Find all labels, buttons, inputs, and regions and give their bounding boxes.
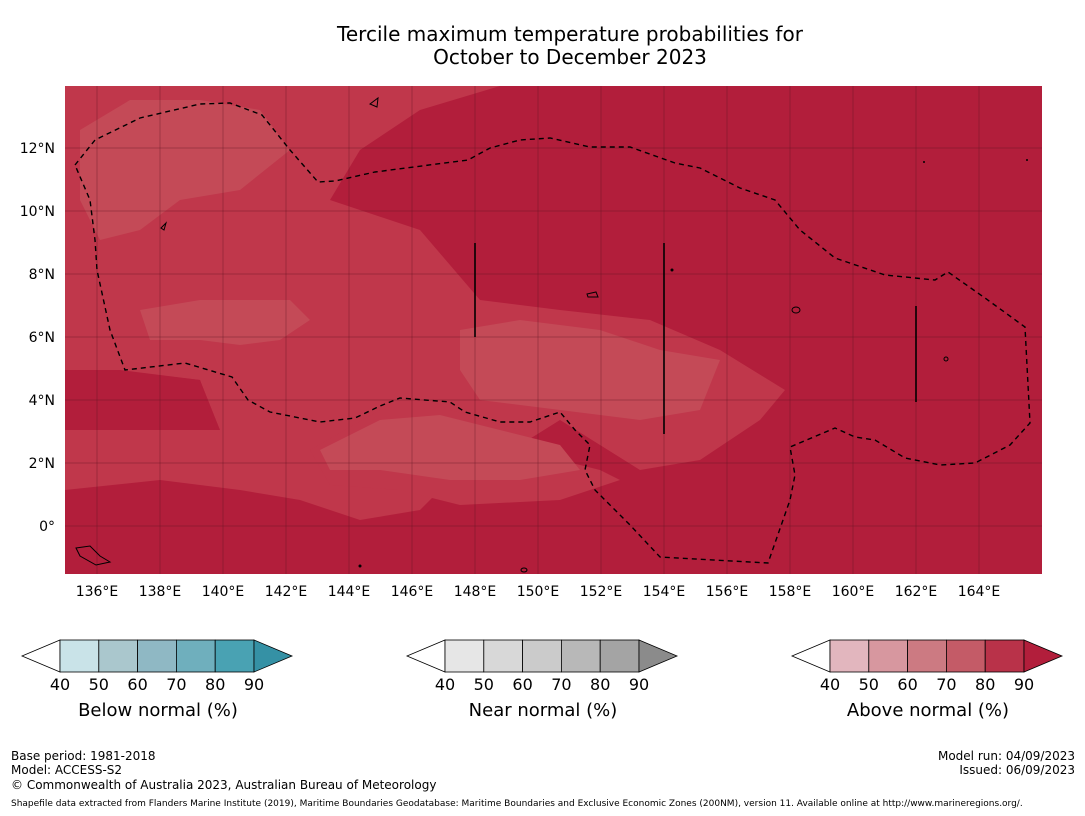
island-guam: [369, 96, 379, 108]
colorbar-segment: [98, 639, 139, 673]
model-run-text: Model run: 04/09/2023: [937, 749, 1075, 763]
colorbar-high-extension: [638, 639, 679, 673]
colorbar-segment: [829, 639, 870, 673]
probability-region-60c: [460, 320, 720, 420]
island-small-3: [1026, 159, 1028, 161]
lon-tick-label: 146°E: [391, 584, 434, 600]
colorbar-tick-label: 60: [897, 675, 917, 694]
colorbar-tick-label: 90: [629, 675, 649, 694]
lon-tick-label: 158°E: [769, 584, 812, 600]
lat-tick-label: 6°N: [29, 330, 55, 346]
island-kosrae: [791, 306, 801, 314]
lon-tick-label: 156°E: [706, 584, 749, 600]
lat-tick-label: 4°N: [29, 393, 55, 409]
lon-tick-label: 152°E: [580, 584, 623, 600]
colorbar-tick-label: 80: [590, 675, 610, 694]
probability-region-90: [65, 370, 215, 430]
colorbar-low-extension: [790, 639, 831, 673]
island-small-1: [943, 356, 949, 362]
lat-tick-labels: 12°N 10°N 8°N 6°N 4°N 2°N 0°: [20, 141, 55, 535]
colorbar-tick-label: 90: [1014, 675, 1034, 694]
model-text: Model: ACCESS-S2: [11, 763, 123, 777]
colorbar-segment: [561, 639, 601, 673]
colorbar: 40 50 60 70 80 90: [790, 639, 1064, 694]
lon-tick-labels: 136°E 138°E 140°E 142°E 144°E 146°E 148°…: [76, 584, 1001, 600]
lon-tick-label: 154°E: [643, 584, 686, 600]
colorbar-tick-label: 70: [551, 675, 571, 694]
lon-tick-label: 140°E: [202, 584, 245, 600]
lat-tick-label: 0°: [39, 519, 55, 535]
above-normal-label: Above normal (%): [846, 700, 1010, 721]
colorbar-tick-label: 40: [820, 675, 840, 694]
colorbar-tick-label: 90: [244, 675, 264, 694]
colorbar-segment: [214, 639, 255, 673]
lon-tick-label: 142°E: [265, 584, 308, 600]
colorbar-tick-label: 70: [166, 675, 186, 694]
issued-text: Issued: 06/09/2023: [959, 763, 1075, 777]
lon-tick-label: 150°E: [517, 584, 560, 600]
colorbar-tick-label: 40: [50, 675, 70, 694]
colorbar-tick-label: 80: [975, 675, 995, 694]
lon-tick-label: 162°E: [895, 584, 938, 600]
colorbar-segment: [483, 639, 523, 673]
colorbar-low-extension: [20, 639, 61, 673]
probability-region-60: [80, 100, 290, 240]
map-area: [65, 86, 1042, 574]
island-small-5: [670, 268, 674, 272]
lat-tick-label: 8°N: [29, 267, 55, 283]
colorbar-tick-label: 50: [89, 675, 109, 694]
copyright-text: © Commonwealth of Australia 2023, Austra…: [11, 778, 437, 792]
colorbar-segment: [907, 639, 947, 673]
chart-title: Tercile maximum temperature probabilitie…: [0, 23, 1085, 69]
island-palau: [75, 545, 112, 566]
lat-tick-label: 12°N: [20, 141, 55, 157]
colorbar: 40 50 60 70 80 90: [405, 639, 679, 694]
colorbar-segment: [444, 639, 485, 673]
lon-tick-label: 148°E: [454, 584, 497, 600]
colorbar: 40 50 60 70 80 90: [20, 639, 294, 694]
island-small-6: [358, 564, 362, 568]
colorbar-segment: [599, 639, 640, 673]
lon-tick-label: 136°E: [76, 584, 119, 600]
colorbar-segment: [984, 639, 1025, 673]
colorbar-segment: [946, 639, 986, 673]
island-small-4: [923, 161, 925, 163]
island-small-2: [520, 567, 528, 573]
lon-tick-label: 138°E: [139, 584, 182, 600]
below-normal-label: Below normal (%): [78, 700, 238, 721]
colorbar-segment: [175, 639, 216, 673]
probability-region-60b: [140, 300, 310, 345]
colorbar-segment: [137, 639, 177, 673]
colorbar-low-extension: [405, 639, 446, 673]
near-normal-label: Near normal (%): [468, 700, 618, 721]
colorbar-tick-label: 50: [474, 675, 494, 694]
colorbar-segment: [59, 639, 100, 673]
colorbar-tick-label: 50: [859, 675, 879, 694]
colorbar-segment: [868, 639, 908, 673]
island-pohnpei: [586, 291, 599, 298]
eez-boundary: [74, 102, 1031, 564]
lon-tick-label: 160°E: [832, 584, 875, 600]
base-period-text: Base period: 1981-2018: [11, 749, 156, 763]
colorbar-tick-label: 40: [435, 675, 455, 694]
island-yap: [160, 221, 168, 231]
shapefile-credit: Shapefile data extracted from Flanders M…: [11, 799, 1023, 809]
lat-tick-label: 2°N: [29, 456, 55, 472]
lon-tick-label: 164°E: [958, 584, 1001, 600]
title-line-1: Tercile maximum temperature probabilitie…: [337, 22, 803, 46]
colorbar-tick-label: 80: [205, 675, 225, 694]
lon-tick-label: 144°E: [328, 584, 371, 600]
colorbar-high-extension: [253, 639, 294, 673]
colorbar-tick-label: 70: [936, 675, 956, 694]
colorbar-tick-label: 60: [127, 675, 147, 694]
lat-tick-label: 10°N: [20, 204, 55, 220]
probability-region-60d: [320, 415, 580, 480]
colorbar-high-extension: [1023, 639, 1064, 673]
colorbar-segment: [522, 639, 562, 673]
colorbar-tick-label: 60: [512, 675, 532, 694]
title-line-2: October to December 2023: [433, 45, 707, 69]
colorbars: 40 50 60 70 80 90 40 50 60 70 80 90 40 50 60 70 80 90: [20, 639, 1064, 694]
